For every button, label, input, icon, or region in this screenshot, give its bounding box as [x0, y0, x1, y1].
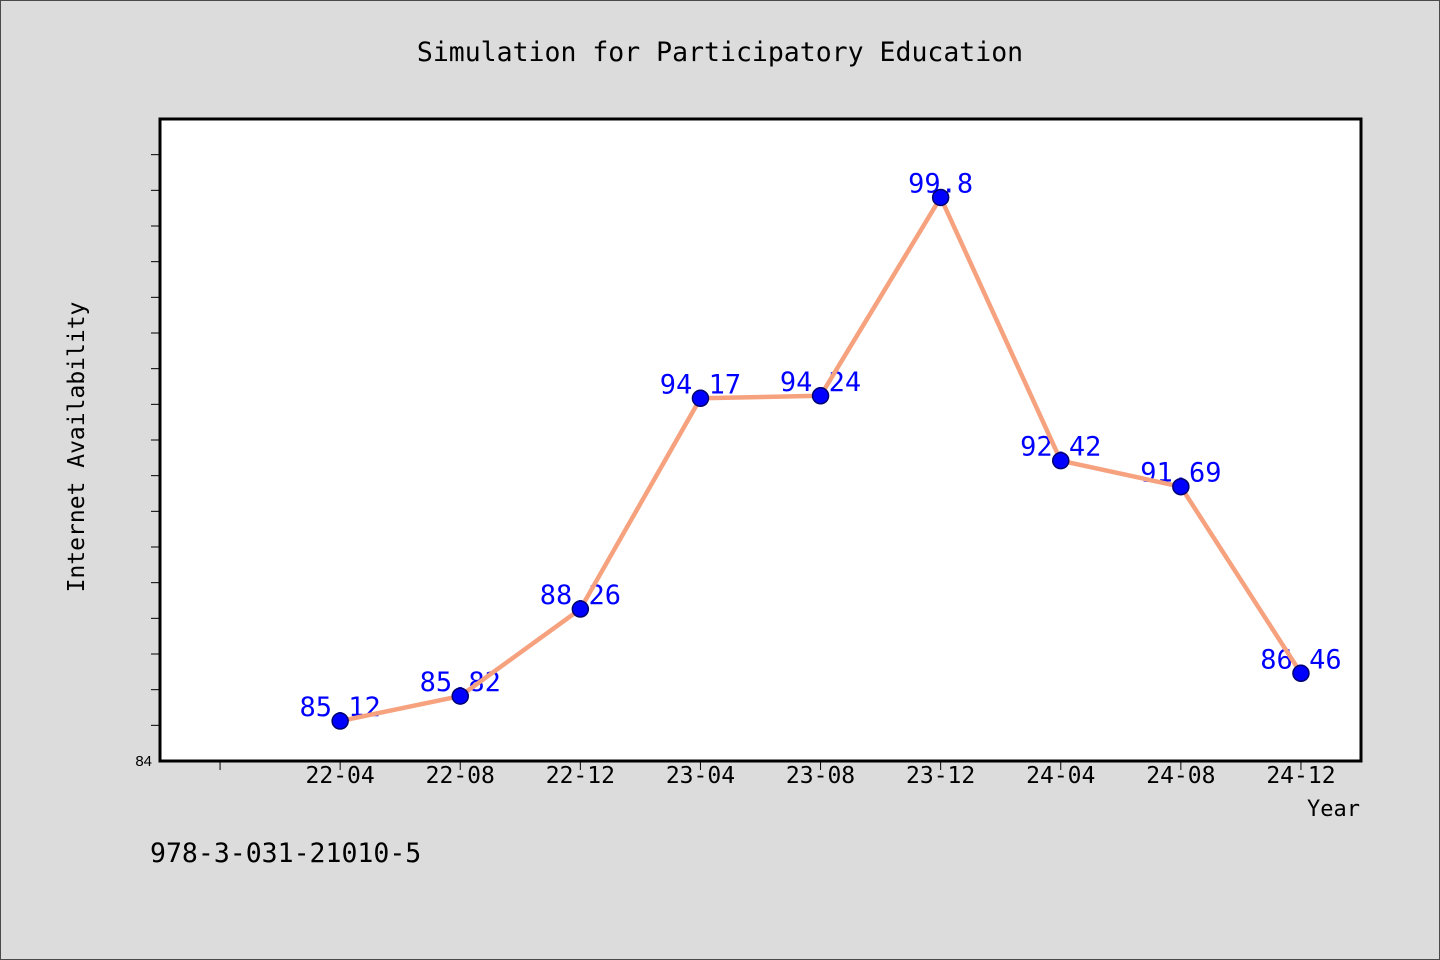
- y-tick-label: 84: [135, 753, 152, 770]
- data-point: [451, 687, 469, 705]
- data-point: [1052, 451, 1070, 470]
- x-tick-label: 22-08: [426, 763, 495, 789]
- x-axis-label: Year: [1307, 797, 1360, 822]
- data-point: [691, 389, 710, 408]
- data-point: [811, 387, 830, 405]
- plot-area: [158, 117, 1363, 763]
- y-axis-ticks: 84: [135, 154, 160, 770]
- x-tick-label: 24-04: [1026, 763, 1095, 789]
- x-tick-label: 24-12: [1266, 763, 1335, 789]
- data-point: [931, 188, 950, 207]
- x-tick-label: 22-04: [306, 763, 375, 789]
- x-tick-label: 22-12: [546, 763, 615, 789]
- x-tick-label: 23-12: [906, 763, 975, 789]
- data-markers: [331, 188, 1310, 730]
- x-tick-label: 23-04: [666, 763, 735, 789]
- x-tick-label: 24-08: [1146, 763, 1215, 789]
- x-tick-label: 23-08: [786, 763, 855, 789]
- data-point: [331, 712, 349, 730]
- data-point: [1292, 664, 1310, 683]
- data-point: [571, 600, 590, 618]
- isbn-text: 978-3-031-21010-5: [150, 838, 421, 869]
- x-axis-ticks: 22-04 22-08 22-12 23-04 23-08 23-12 24-04 24-08…: [219, 762, 1336, 789]
- y-axis-label: Internet Availability: [64, 302, 90, 593]
- chart-title: Simulation for Participatory Education: [417, 37, 1023, 68]
- data-point: [1172, 477, 1190, 496]
